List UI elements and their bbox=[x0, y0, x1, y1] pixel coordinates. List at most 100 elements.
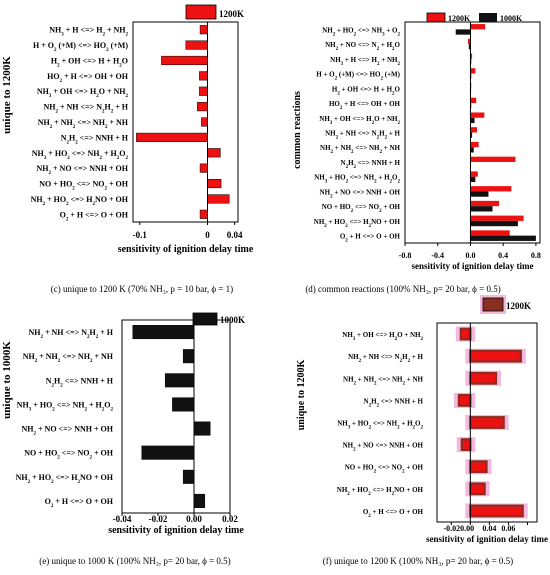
y-axis-label: unique to 1200K bbox=[1, 56, 13, 134]
x-tick-label: -0.4 bbox=[431, 251, 444, 260]
bar-d-0-8 bbox=[470, 141, 479, 148]
x-tick-label: -0.8 bbox=[399, 251, 412, 260]
bar-d-0-14 bbox=[470, 230, 510, 236]
category-label: H + O2 (+M) <=> HO2 (+M) bbox=[316, 71, 400, 82]
category-label: NH3 + HO2 <=> NH2 + H2O2 bbox=[337, 420, 423, 431]
category-label: N2H2 <=> NNH + H bbox=[341, 159, 401, 170]
bar-d-1-13 bbox=[470, 220, 518, 227]
x-tick-label: 0.04 bbox=[227, 230, 243, 240]
legend-label: 1000K bbox=[220, 315, 245, 325]
plot-frame bbox=[404, 21, 541, 244]
category-label: NH2 + NH <=> N2H2 + H bbox=[325, 130, 400, 141]
bar-f-8 bbox=[470, 505, 523, 517]
panel-caption: (d) common reactions (100% NH₃, p= 20 ba… bbox=[305, 284, 500, 294]
x-tick-label: 0.0 bbox=[465, 251, 475, 260]
bar-d-1-7 bbox=[470, 132, 473, 138]
bar-c-7 bbox=[136, 132, 208, 142]
bar-d-1-6 bbox=[470, 117, 475, 124]
category-label: H + O2 (+M) <=> HO2 (+M) bbox=[33, 41, 128, 53]
legend-swatch bbox=[426, 12, 446, 23]
x-tick-label: 0.4 bbox=[498, 251, 508, 260]
category-label: NH2 + NH <=> N2H2 + H bbox=[348, 353, 423, 364]
bar-e-0 bbox=[132, 325, 195, 340]
category-label: NO + HO2 <=> NO2 + OH bbox=[24, 449, 113, 461]
category-label: NH3 + OH <=> H2O + NH2 bbox=[342, 331, 423, 342]
panel-caption: (e) unique to 1000 K (100% NH₃, p= 20 ba… bbox=[39, 556, 230, 566]
category-label: NH3 + HO2 <=> NH2 + H2O2 bbox=[32, 149, 129, 161]
category-label: NO + HO2 <=> NO2 + OH bbox=[345, 464, 424, 475]
category-label: NH2 + NO <=> NNH + OH bbox=[343, 442, 424, 453]
x-axis-label: sensitivity of ignition delay time bbox=[426, 534, 548, 544]
bar-f-3 bbox=[458, 395, 471, 406]
legend-c: 1200K bbox=[185, 4, 244, 20]
legend-swatch bbox=[479, 13, 497, 22]
bar-d-0-1 bbox=[468, 38, 471, 45]
bar-d-1-1 bbox=[468, 44, 471, 50]
legend-label: 1200K bbox=[506, 301, 531, 311]
bar-c-6 bbox=[201, 117, 208, 127]
category-label: H2 + OH <=> H + H2O bbox=[51, 56, 128, 68]
x-tick-label: -0.1 bbox=[133, 230, 148, 240]
category-label: NH2 + NH <=> N2H2 + H bbox=[43, 103, 128, 115]
bar-d-0-7 bbox=[470, 127, 477, 133]
bar-d-0-11 bbox=[470, 186, 512, 192]
bar-e-1 bbox=[182, 349, 195, 364]
x-axis-label: sensitivity of ignition delay time bbox=[118, 244, 254, 255]
bar-d-1-11 bbox=[470, 191, 489, 197]
y-axis-label: unique to 1000K bbox=[1, 341, 13, 419]
category-label: O2 + H <=> O + OH bbox=[60, 210, 129, 222]
bar-d-0-9 bbox=[470, 156, 516, 162]
bar-c-12 bbox=[199, 209, 208, 219]
bar-c-5 bbox=[197, 102, 208, 112]
category-label: NH2 + NH2 <=> NH2 + NH bbox=[320, 144, 401, 155]
category-label: N2H2 <=> NNH + H bbox=[46, 376, 114, 388]
x-tick-label: 0.02 bbox=[222, 514, 238, 524]
category-label: NH2 + HO2 <=> H2NO + OH bbox=[31, 195, 129, 207]
bar-c-10 bbox=[207, 178, 222, 189]
legend-f: 1200K bbox=[480, 295, 531, 314]
bar-f-1 bbox=[470, 350, 521, 362]
category-label: NH3 + H <=> H2 + NH2 bbox=[49, 26, 128, 38]
x-axis-label: sensitivity of ignition delay time bbox=[412, 261, 534, 271]
bar-c-4 bbox=[199, 86, 208, 96]
legend-d: 1200K 1000K bbox=[426, 12, 523, 23]
bar-e-5 bbox=[141, 445, 195, 460]
x-tick-label: 0.04 bbox=[482, 524, 496, 533]
bar-e-3 bbox=[172, 397, 195, 412]
bar-f-0 bbox=[460, 328, 471, 340]
bar-c-2 bbox=[161, 55, 208, 66]
bar-c-0 bbox=[199, 25, 208, 35]
bar-c-8 bbox=[207, 148, 221, 158]
legend-label: 1200K bbox=[219, 9, 244, 19]
category-label: NH2 + NO <=> NNH + OH bbox=[21, 425, 113, 437]
bar-d-0-3 bbox=[470, 68, 476, 74]
bar-f-2 bbox=[470, 372, 497, 384]
x-tick-label: -0.04 bbox=[113, 514, 132, 524]
category-label: NH3 + HO2 <=> NH2 + H2O2 bbox=[314, 174, 400, 185]
panel-caption: (c) unique to 1200 K (70% NH₃, p = 10 ba… bbox=[51, 284, 233, 294]
bar-d-0-10 bbox=[470, 171, 478, 177]
bar-d-1-0 bbox=[455, 29, 471, 35]
category-label: O2 + H <=> O + OH bbox=[340, 233, 401, 244]
bar-e-4 bbox=[193, 421, 211, 436]
x-axis-label: sensitivity of ignition delay time bbox=[108, 525, 244, 536]
category-label: NH2 + NH2 <=> NH2 + NH bbox=[23, 352, 114, 364]
category-label: O2 + H <=> O + OH bbox=[363, 508, 424, 519]
bar-f-7 bbox=[470, 483, 485, 495]
bar-d-0-2 bbox=[470, 53, 473, 59]
bar-e-7 bbox=[193, 493, 206, 508]
category-label: NH3 + HO2 <=> NH2 + H2O2 bbox=[17, 400, 114, 412]
category-label: NH2 + NH2 <=> NH2 + NH bbox=[38, 118, 129, 130]
category-label: NH2 + NO <=> NNH + OH bbox=[36, 164, 128, 176]
category-label: HO2 + H <=> OH + OH bbox=[329, 100, 401, 111]
plot-frame bbox=[132, 21, 239, 223]
category-label: NH2 + NH2 <=> NH2 + NH bbox=[343, 375, 424, 386]
category-label: NH2 + HO2 <=> H2NO + OH bbox=[337, 486, 424, 497]
category-label: NO + HO2 <=> NO2 + OH bbox=[39, 180, 128, 192]
bar-d-0-0 bbox=[470, 24, 486, 30]
x-tick-label: 0.8 bbox=[531, 251, 541, 260]
bar-d-0-6 bbox=[470, 112, 485, 118]
bar-d-1-14 bbox=[470, 235, 536, 241]
category-label: NH2 + NO <=> NNH + OH bbox=[320, 188, 401, 199]
